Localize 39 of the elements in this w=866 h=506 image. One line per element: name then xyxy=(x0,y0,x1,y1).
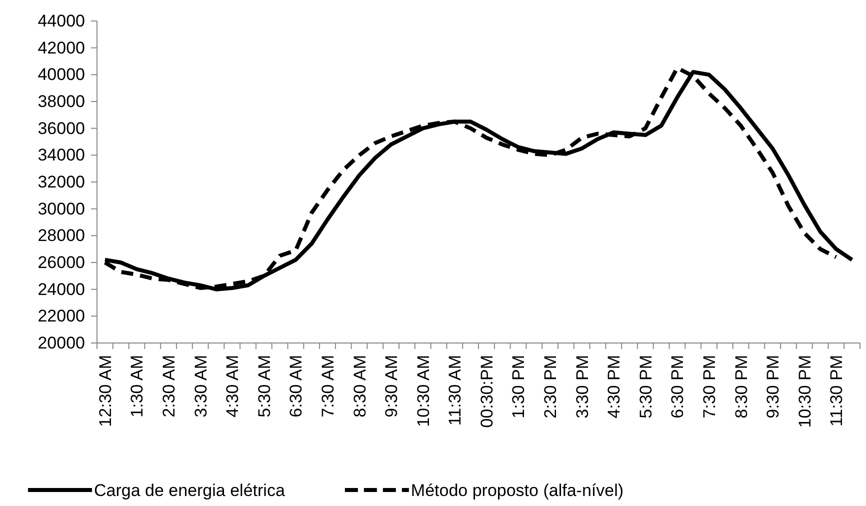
y-tick-label: 42000 xyxy=(38,38,85,58)
y-tick-label: 24000 xyxy=(38,280,85,299)
y-tick-label: 26000 xyxy=(38,252,85,272)
x-tick-label: 8:30 AM xyxy=(350,355,370,418)
y-tick-label: 44000 xyxy=(38,11,85,30)
x-tick-label: 6:30 PM xyxy=(668,355,688,418)
x-tick-label: 11:30 PM xyxy=(827,355,846,427)
y-tick-label: 38000 xyxy=(38,92,85,111)
x-tick-label: 00:30:PM xyxy=(477,355,496,428)
x-tick-label: 4:30 PM xyxy=(604,355,624,418)
x-tick-label: 2:30 PM xyxy=(541,355,560,418)
legend-label: Carga de energia elétrica xyxy=(94,481,286,500)
y-tick-label: 34000 xyxy=(38,146,85,165)
x-tick-label: 3:30 AM xyxy=(191,355,210,418)
y-tick-label: 36000 xyxy=(38,118,85,138)
legend-label: Método proposto (alfa-nível) xyxy=(410,481,624,500)
x-tick-label: 12:30 AM xyxy=(96,355,115,427)
x-tick-label: 5:30 PM xyxy=(636,355,656,418)
x-tick-label: 5:30 AM xyxy=(254,355,274,418)
x-tick-label: 6:30 AM xyxy=(286,355,306,418)
y-tick-label: 32000 xyxy=(38,172,85,192)
y-tick-label: 28000 xyxy=(38,226,85,246)
y-tick-label: 40000 xyxy=(38,65,85,84)
x-tick-label: 10:30 PM xyxy=(795,355,814,428)
x-tick-label: 7:30 PM xyxy=(700,355,719,418)
y-tick-label: 22000 xyxy=(38,306,85,326)
x-tick-label: 7:30 AM xyxy=(318,355,338,418)
x-tick-label: 11:30 AM xyxy=(446,355,465,426)
x-tick-label: 1:30 PM xyxy=(509,355,528,418)
x-tick-label: 8:30 PM xyxy=(732,355,751,418)
x-tick-label: 9:30 AM xyxy=(382,355,402,418)
x-tick-label: 4:30 AM xyxy=(223,355,242,418)
x-tick-label: 1:30 AM xyxy=(128,355,147,418)
x-tick-label: 9:30 PM xyxy=(764,355,783,418)
y-tick-label: 30000 xyxy=(38,199,85,218)
y-tick-label: 20000 xyxy=(38,333,85,352)
x-tick-label: 3:30 PM xyxy=(572,355,592,418)
x-tick-label: 10:30 AM xyxy=(414,355,433,427)
x-tick-label: 2:30 AM xyxy=(160,355,179,418)
